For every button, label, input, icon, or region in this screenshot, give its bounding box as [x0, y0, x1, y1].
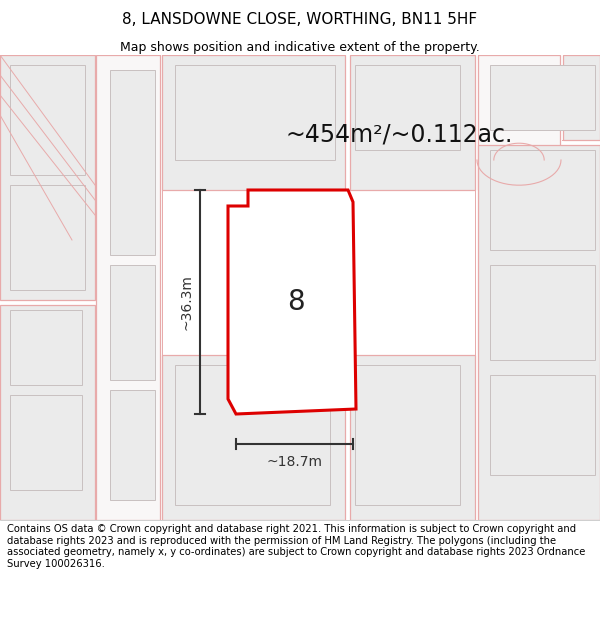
Polygon shape [10, 185, 85, 290]
Polygon shape [0, 55, 95, 300]
Polygon shape [355, 365, 460, 505]
Polygon shape [110, 70, 155, 255]
Text: ~454m²/~0.112ac.: ~454m²/~0.112ac. [285, 123, 512, 147]
Text: Contains OS data © Crown copyright and database right 2021. This information is : Contains OS data © Crown copyright and d… [7, 524, 586, 569]
Polygon shape [162, 55, 345, 190]
Polygon shape [490, 65, 595, 130]
Text: Map shows position and indicative extent of the property.: Map shows position and indicative extent… [120, 41, 480, 54]
Text: ~18.7m: ~18.7m [266, 455, 323, 469]
Polygon shape [490, 265, 595, 360]
Polygon shape [10, 65, 85, 175]
Polygon shape [10, 310, 82, 385]
Polygon shape [355, 65, 460, 150]
Polygon shape [350, 355, 475, 520]
Polygon shape [228, 190, 356, 414]
Polygon shape [175, 65, 335, 160]
Polygon shape [490, 375, 595, 475]
Polygon shape [110, 265, 155, 380]
Polygon shape [175, 365, 330, 505]
Polygon shape [162, 355, 345, 520]
Polygon shape [478, 145, 600, 520]
Text: ~36.3m: ~36.3m [179, 274, 193, 330]
Polygon shape [96, 55, 160, 520]
Polygon shape [10, 395, 82, 490]
Polygon shape [0, 305, 95, 520]
Polygon shape [350, 55, 475, 190]
Text: 8: 8 [287, 288, 305, 316]
Text: 8, LANSDOWNE CLOSE, WORTHING, BN11 5HF: 8, LANSDOWNE CLOSE, WORTHING, BN11 5HF [122, 12, 478, 27]
Polygon shape [478, 55, 560, 190]
Polygon shape [563, 55, 600, 140]
Polygon shape [110, 390, 155, 500]
Polygon shape [490, 150, 595, 250]
